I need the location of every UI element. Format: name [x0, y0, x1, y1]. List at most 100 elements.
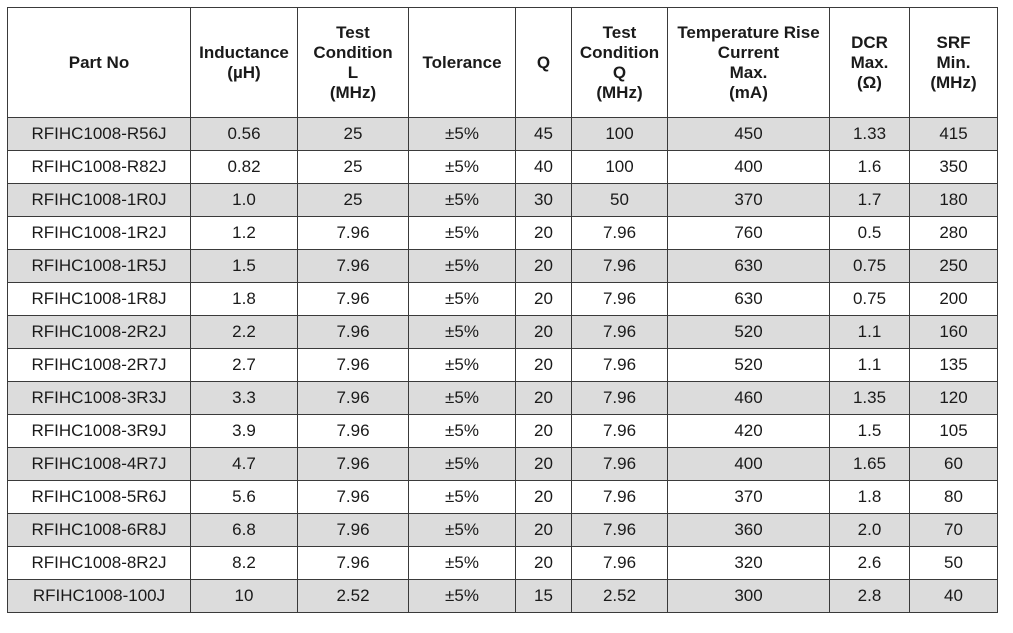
cell-part-no: RFIHC1008-100J: [7, 579, 191, 613]
table-row: RFIHC1008-2R7J 2.7 7.96 ±5% 20 7.96 520 1.1 135: [7, 348, 998, 382]
cell-test-condition-l: 7.96: [297, 249, 409, 283]
cell-test-condition-l: 7.96: [297, 216, 409, 250]
cell-dcr: 0.75: [829, 249, 910, 283]
header-line: L: [347, 62, 359, 82]
cell-part-no: RFIHC1008-2R7J: [7, 348, 191, 382]
cell-q: 20: [515, 414, 572, 448]
cell-q: 20: [515, 216, 572, 250]
cell-test-condition-l: 25: [297, 150, 409, 184]
header-tolerance: Tolerance: [408, 7, 516, 118]
cell-srf: 250: [909, 249, 998, 283]
cell-srf: 120: [909, 381, 998, 415]
cell-temperature-rise-current: 300: [667, 579, 830, 613]
cell-q: 15: [515, 579, 572, 613]
table-row: RFIHC1008-8R2J 8.2 7.96 ±5% 20 7.96 320 2.6 50: [7, 546, 998, 580]
cell-inductance: 5.6: [190, 480, 298, 514]
cell-test-condition-l: 7.96: [297, 480, 409, 514]
table-row: RFIHC1008-3R3J 3.3 7.96 ±5% 20 7.96 460 1.35 120: [7, 381, 998, 415]
cell-srf: 180: [909, 183, 998, 217]
cell-temperature-rise-current: 420: [667, 414, 830, 448]
cell-temperature-rise-current: 520: [667, 315, 830, 349]
cell-dcr: 1.35: [829, 381, 910, 415]
cell-tolerance: ±5%: [408, 513, 516, 547]
cell-dcr: 2.8: [829, 579, 910, 613]
cell-test-condition-q: 50: [571, 183, 668, 217]
cell-dcr: 1.1: [829, 315, 910, 349]
header-dcr: DCR Max. (Ω): [829, 7, 910, 118]
cell-temperature-rise-current: 760: [667, 216, 830, 250]
cell-part-no: RFIHC1008-5R6J: [7, 480, 191, 514]
cell-test-condition-q: 100: [571, 117, 668, 151]
cell-q: 20: [515, 546, 572, 580]
header-srf: SRF Min. (MHz): [909, 7, 998, 118]
header-line: Q: [612, 62, 627, 82]
cell-dcr: 2.6: [829, 546, 910, 580]
table-row: RFIHC1008-3R9J 3.9 7.96 ±5% 20 7.96 420 1.5 105: [7, 414, 998, 448]
header-line: Test: [602, 22, 637, 42]
header-line: (MHz): [596, 82, 643, 102]
cell-test-condition-q: 7.96: [571, 348, 668, 382]
cell-q: 20: [515, 513, 572, 547]
cell-srf: 160: [909, 315, 998, 349]
cell-tolerance: ±5%: [408, 546, 516, 580]
header-q: Q: [515, 7, 572, 118]
header-line: Current: [717, 42, 780, 62]
header-line: (mA): [729, 82, 768, 102]
cell-part-no: RFIHC1008-8R2J: [7, 546, 191, 580]
cell-dcr: 0.75: [829, 282, 910, 316]
table-row: RFIHC1008-100J 10 2.52 ±5% 15 2.52 300 2.8 40: [7, 579, 998, 613]
cell-test-condition-l: 7.96: [297, 447, 409, 481]
header-line: Temperature Rise: [677, 22, 820, 42]
cell-temperature-rise-current: 520: [667, 348, 830, 382]
header-row: Part No Inductance (µH) Test Condition L (MHz)…: [7, 7, 998, 118]
table-row: RFIHC1008-4R7J 4.7 7.96 ±5% 20 7.96 400 1.65 60: [7, 447, 998, 481]
cell-inductance: 3.3: [190, 381, 298, 415]
cell-q: 30: [515, 183, 572, 217]
header-line: Part No: [68, 52, 130, 72]
header-line: Condition: [579, 42, 660, 62]
cell-srf: 280: [909, 216, 998, 250]
cell-inductance: 0.82: [190, 150, 298, 184]
cell-part-no: RFIHC1008-6R8J: [7, 513, 191, 547]
cell-inductance: 8.2: [190, 546, 298, 580]
cell-part-no: RFIHC1008-2R2J: [7, 315, 191, 349]
cell-q: 20: [515, 315, 572, 349]
cell-test-condition-l: 25: [297, 117, 409, 151]
cell-part-no: RFIHC1008-R56J: [7, 117, 191, 151]
cell-dcr: 1.1: [829, 348, 910, 382]
table-row: RFIHC1008-1R8J 1.8 7.96 ±5% 20 7.96 630 0.75 200: [7, 282, 998, 316]
cell-test-condition-q: 7.96: [571, 513, 668, 547]
cell-tolerance: ±5%: [408, 579, 516, 613]
cell-srf: 80: [909, 480, 998, 514]
header-line: SRF: [936, 32, 971, 52]
header-line: (µH): [227, 62, 261, 82]
cell-srf: 40: [909, 579, 998, 613]
cell-part-no: RFIHC1008-3R3J: [7, 381, 191, 415]
cell-test-condition-q: 100: [571, 150, 668, 184]
cell-tolerance: ±5%: [408, 447, 516, 481]
cell-tolerance: ±5%: [408, 414, 516, 448]
cell-tolerance: ±5%: [408, 117, 516, 151]
table-header: Part No Inductance (µH) Test Condition L (MHz)…: [7, 7, 998, 118]
cell-test-condition-q: 7.96: [571, 282, 668, 316]
cell-srf: 200: [909, 282, 998, 316]
cell-tolerance: ±5%: [408, 348, 516, 382]
cell-inductance: 10: [190, 579, 298, 613]
cell-part-no: RFIHC1008-3R9J: [7, 414, 191, 448]
header-line: Q: [536, 52, 551, 72]
cell-test-condition-q: 7.96: [571, 249, 668, 283]
cell-inductance: 6.8: [190, 513, 298, 547]
table-row: RFIHC1008-2R2J 2.2 7.96 ±5% 20 7.96 520 1.1 160: [7, 315, 998, 349]
cell-temperature-rise-current: 370: [667, 183, 830, 217]
cell-test-condition-l: 7.96: [297, 414, 409, 448]
cell-dcr: 2.0: [829, 513, 910, 547]
cell-q: 20: [515, 381, 572, 415]
header-line: Max.: [850, 52, 889, 72]
cell-test-condition-q: 7.96: [571, 480, 668, 514]
cell-inductance: 4.7: [190, 447, 298, 481]
table-row: RFIHC1008-R82J 0.82 25 ±5% 40 100 400 1.6 350: [7, 150, 998, 184]
cell-test-condition-q: 7.96: [571, 414, 668, 448]
cell-test-condition-l: 7.96: [297, 513, 409, 547]
cell-q: 40: [515, 150, 572, 184]
header-line: Inductance: [199, 42, 289, 62]
